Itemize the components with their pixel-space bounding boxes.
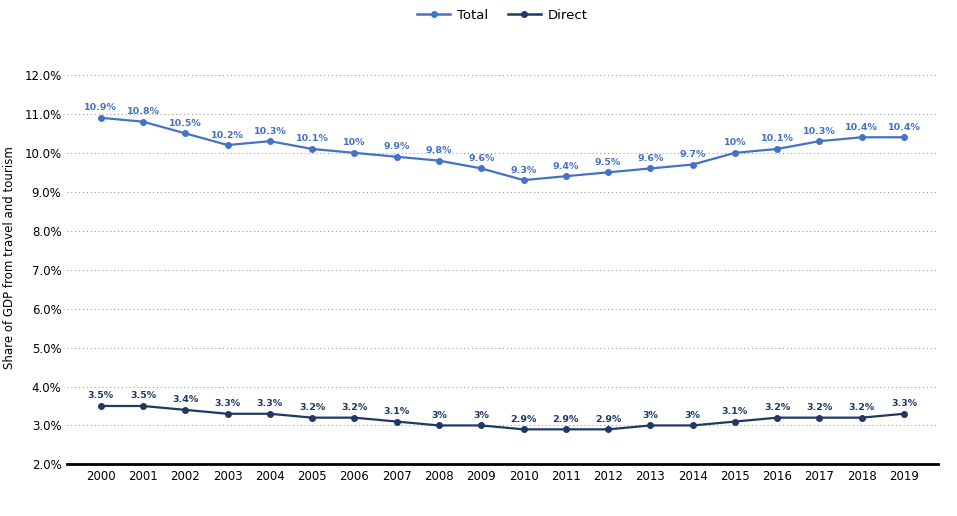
Direct (348, 414, 360, 421)
Total (391, 154, 403, 160)
Text: 3.3%: 3.3% (214, 399, 241, 408)
Text: 10.9%: 10.9% (84, 103, 118, 112)
Direct (729, 418, 741, 425)
Text: 2.9%: 2.9% (510, 415, 537, 424)
Text: 10.4%: 10.4% (887, 123, 921, 132)
Direct (813, 414, 825, 421)
Direct (771, 414, 783, 421)
Direct (434, 423, 445, 429)
Text: 3.2%: 3.2% (849, 403, 875, 412)
Total (729, 150, 741, 156)
Direct (95, 403, 106, 409)
Total (348, 150, 360, 156)
Direct (391, 418, 403, 425)
Total (138, 119, 149, 125)
Text: 3%: 3% (474, 411, 489, 420)
Total (560, 173, 571, 180)
Text: 10.1%: 10.1% (296, 134, 328, 143)
Direct (899, 411, 910, 417)
Text: 3.1%: 3.1% (384, 407, 410, 416)
Total (222, 142, 234, 148)
Direct (856, 414, 867, 421)
Total (306, 146, 318, 152)
Text: 3%: 3% (431, 411, 447, 420)
Text: 3.4%: 3.4% (172, 395, 198, 405)
Text: 10.3%: 10.3% (803, 126, 835, 136)
Text: 3.2%: 3.2% (342, 403, 367, 412)
Total (813, 138, 825, 144)
Text: 2.9%: 2.9% (552, 415, 579, 424)
Text: 10.1%: 10.1% (761, 134, 793, 143)
Direct (687, 423, 699, 429)
Line: Total: Total (98, 115, 907, 183)
Text: 3.1%: 3.1% (722, 407, 748, 416)
Legend: Total, Direct: Total, Direct (417, 9, 588, 22)
Total (264, 138, 276, 144)
Text: 10.2%: 10.2% (211, 131, 244, 139)
Direct (222, 411, 234, 417)
Direct (138, 403, 149, 409)
Text: 9.6%: 9.6% (637, 154, 663, 163)
Total (645, 165, 657, 171)
Text: 9.8%: 9.8% (426, 146, 453, 155)
Text: 3.2%: 3.2% (807, 403, 833, 412)
Direct (306, 414, 318, 421)
Line: Direct: Direct (98, 403, 907, 432)
Total (856, 134, 867, 140)
Text: 9.4%: 9.4% (552, 162, 579, 171)
Text: 3.2%: 3.2% (299, 403, 325, 412)
Y-axis label: Share of GDP from travel and tourism: Share of GDP from travel and tourism (3, 147, 16, 369)
Direct (180, 407, 191, 413)
Direct (602, 426, 613, 432)
Text: 10%: 10% (344, 138, 366, 147)
Text: 9.7%: 9.7% (679, 150, 706, 159)
Total (771, 146, 783, 152)
Direct (476, 423, 487, 429)
Text: 10.4%: 10.4% (845, 123, 879, 132)
Text: 10%: 10% (723, 138, 746, 147)
Text: 10.5%: 10.5% (169, 119, 202, 128)
Total (899, 134, 910, 140)
Text: 3.5%: 3.5% (130, 392, 156, 400)
Direct (645, 423, 657, 429)
Text: 3.3%: 3.3% (256, 399, 283, 408)
Direct (560, 426, 571, 432)
Text: 3%: 3% (642, 411, 658, 420)
Text: 9.3%: 9.3% (510, 166, 537, 174)
Total (180, 130, 191, 136)
Text: 3%: 3% (684, 411, 701, 420)
Total (518, 177, 529, 183)
Text: 3.2%: 3.2% (764, 403, 790, 412)
Text: 9.6%: 9.6% (468, 154, 495, 163)
Total (602, 169, 613, 175)
Total (95, 115, 106, 121)
Text: 9.9%: 9.9% (384, 142, 410, 151)
Text: 9.5%: 9.5% (595, 158, 621, 167)
Direct (264, 411, 276, 417)
Text: 2.9%: 2.9% (595, 415, 621, 424)
Direct (518, 426, 529, 432)
Text: 3.5%: 3.5% (88, 392, 114, 400)
Text: 3.3%: 3.3% (891, 399, 917, 408)
Total (434, 157, 445, 164)
Total (687, 162, 699, 168)
Total (476, 165, 487, 171)
Text: 10.3%: 10.3% (254, 126, 286, 136)
Text: 10.8%: 10.8% (126, 107, 160, 116)
